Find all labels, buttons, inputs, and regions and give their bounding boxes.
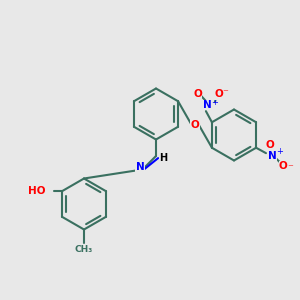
Text: HO: HO	[28, 186, 45, 196]
Text: +: +	[277, 147, 284, 156]
Text: ⁻: ⁻	[223, 88, 228, 98]
Text: N: N	[203, 100, 212, 110]
Text: O: O	[193, 89, 202, 99]
Text: O: O	[265, 140, 274, 150]
Text: +: +	[212, 98, 218, 106]
Text: ⁻: ⁻	[288, 163, 293, 173]
Text: CH₃: CH₃	[75, 244, 93, 253]
Text: O: O	[190, 119, 200, 130]
Text: O: O	[214, 89, 223, 99]
Text: O: O	[279, 161, 287, 171]
Text: H: H	[159, 153, 168, 164]
Text: N: N	[136, 162, 145, 172]
Text: N: N	[268, 151, 277, 160]
